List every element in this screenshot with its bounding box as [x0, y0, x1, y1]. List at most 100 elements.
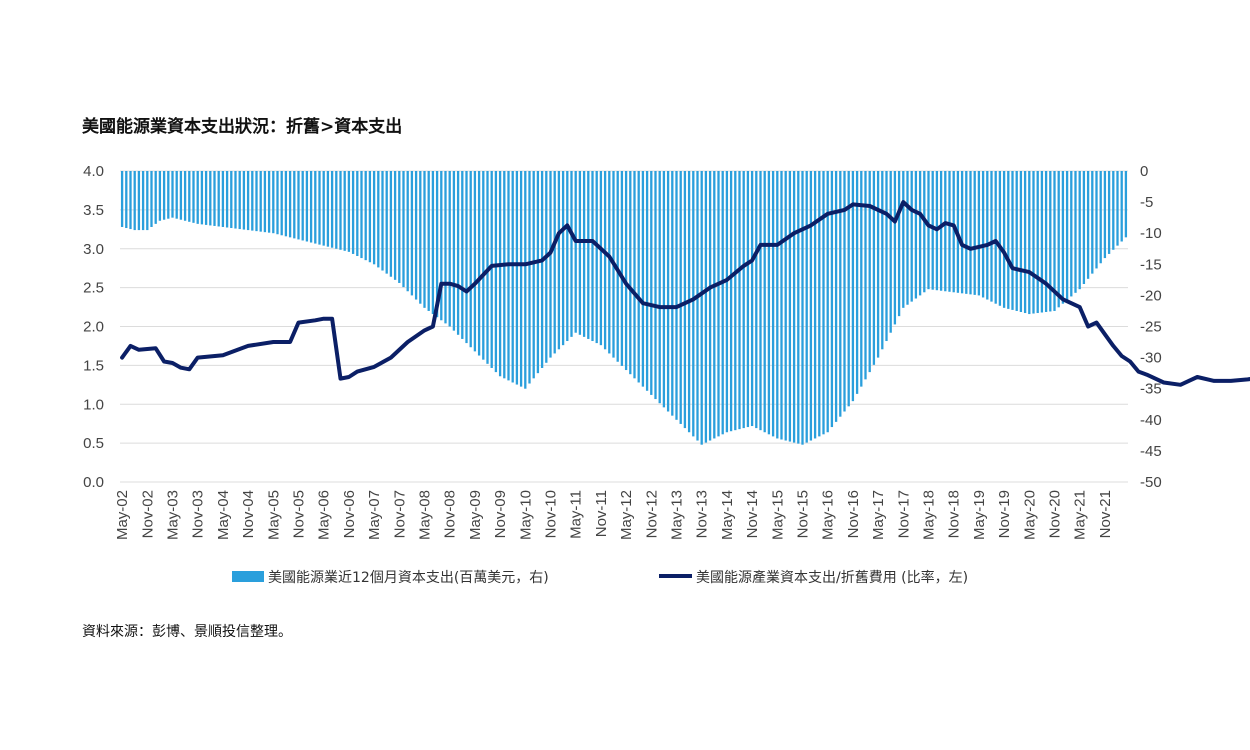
capex-bar [843, 171, 846, 412]
capex-bar [595, 171, 598, 344]
capex-bar [225, 171, 229, 228]
capex-bar [318, 171, 321, 245]
capex-bar [360, 171, 363, 259]
capex-bar [473, 171, 477, 352]
x-tick-label: Nov-03 [190, 490, 207, 538]
x-tick-label: May-19 [971, 490, 988, 540]
legend: 美國能源業近12個月資本支出(百萬美元，右) 美國能源產業資本支出/折舊費用 (… [232, 569, 968, 586]
capex-bar [385, 171, 388, 274]
capex-bar [927, 171, 930, 290]
capex-bar [444, 171, 447, 324]
capex-bar [872, 171, 876, 365]
capex-bar [272, 171, 275, 234]
capex-bar [515, 171, 519, 385]
capex-bar [1099, 171, 1102, 264]
capex-bar [713, 171, 716, 439]
capex-bar [532, 171, 535, 379]
legend-line-label: 美國能源產業資本支出/折舊費用 (比率，左) [696, 569, 968, 586]
capex-bar [889, 171, 892, 333]
capex-bar [167, 171, 170, 219]
capex-bar [666, 171, 670, 412]
capex-bar [1095, 171, 1098, 269]
capex-bar [330, 171, 334, 248]
capex-bar [234, 171, 237, 229]
capex-bar [885, 171, 888, 342]
capex-bar [1074, 171, 1077, 293]
x-tick-label: May-08 [417, 490, 434, 540]
capex-bar [1120, 171, 1123, 242]
x-tick-label: May-03 [165, 490, 182, 540]
capex-bar [952, 171, 955, 293]
x-tick-label: May-06 [316, 490, 333, 540]
capex-bar [918, 171, 922, 296]
capex-bar [620, 171, 624, 366]
capex-bar [133, 171, 136, 231]
capex-bar [486, 171, 489, 364]
chart-title: 美國能源業資本支出狀況：折舊>資本支出 [82, 117, 403, 137]
capex-bar [645, 171, 649, 391]
x-tick-label: May-05 [265, 490, 282, 540]
capex-bar [339, 171, 342, 250]
capex-bar [721, 171, 724, 435]
capex-bar [750, 171, 754, 427]
capex-bar [973, 171, 976, 295]
capex-bar [960, 171, 964, 294]
capex-bar [217, 171, 220, 227]
capex-bar [288, 171, 292, 238]
capex-bar [482, 171, 485, 360]
capex-bar [452, 171, 456, 331]
capex-bar [120, 171, 124, 227]
legend-bar-label: 美國能源業近12個月資本支出(百萬美元，右) [268, 570, 549, 586]
capex-bar [435, 171, 439, 318]
capex-bar [1049, 171, 1052, 312]
capex-bar [893, 171, 897, 325]
capex-bar [641, 171, 645, 387]
capex-bar [276, 171, 279, 235]
x-tick-label: May-12 [618, 490, 635, 540]
capex-bar [977, 171, 981, 296]
capex-bar [347, 171, 351, 252]
x-tick-label: Nov-06 [341, 490, 358, 538]
capex-bar [578, 171, 582, 335]
capex-bar [280, 171, 283, 236]
capex-bar [755, 171, 758, 429]
capex-bar [717, 171, 720, 437]
capex-bar [923, 171, 926, 293]
capex-bar [465, 171, 468, 344]
capex-bar [524, 171, 527, 389]
capex-bar [175, 171, 178, 219]
capex-bar [528, 171, 531, 384]
capex-bar [1124, 171, 1128, 238]
capex-bar [1036, 171, 1039, 314]
capex-bar [910, 171, 913, 302]
capex-bar [561, 171, 565, 346]
left-tick-label: 1.5 [83, 357, 104, 374]
capex-bar [797, 171, 800, 444]
capex-bar [981, 171, 985, 298]
capex-bar [788, 171, 792, 442]
capex-bar [188, 171, 191, 222]
capex-bar [293, 171, 296, 239]
capex-bar [1040, 171, 1044, 313]
capex-bar [998, 171, 1002, 306]
capex-bar [738, 171, 741, 430]
capex-bar [826, 171, 829, 433]
capex-bar [1019, 171, 1023, 312]
right-tick-label: -45 [1140, 443, 1162, 460]
capex-bar [154, 171, 157, 224]
capex-bar [1028, 171, 1031, 315]
capex-bar [658, 171, 661, 404]
capex-bar [549, 171, 552, 358]
capex-bar [372, 171, 376, 265]
capex-bar [746, 171, 750, 428]
left-tick-label: 2.5 [83, 280, 104, 297]
capex-bar [566, 171, 569, 342]
x-tick-label: May-04 [215, 490, 232, 540]
capex-bar [990, 171, 993, 302]
capex-bar [683, 171, 687, 429]
capex-bar [230, 171, 233, 229]
capex-bar [855, 171, 859, 394]
capex-bar [137, 171, 141, 231]
capex-bar [675, 171, 678, 420]
